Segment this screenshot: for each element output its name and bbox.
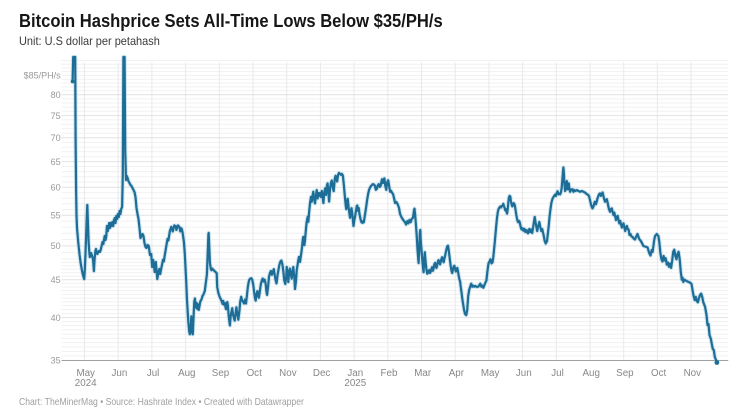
svg-text:65: 65 — [51, 157, 61, 167]
svg-text:Dec: Dec — [313, 368, 331, 379]
svg-text:Sep: Sep — [212, 368, 230, 379]
svg-text:75: 75 — [51, 111, 61, 121]
svg-text:May: May — [481, 368, 500, 379]
svg-text:May: May — [76, 368, 95, 379]
svg-text:40: 40 — [51, 313, 61, 323]
svg-text:Sep: Sep — [616, 368, 634, 379]
svg-text:$85/PH/s: $85/PH/s — [24, 71, 62, 81]
svg-text:35: 35 — [51, 356, 61, 366]
svg-text:Jun: Jun — [516, 368, 532, 379]
svg-text:Aug: Aug — [178, 368, 195, 379]
svg-text:50: 50 — [51, 241, 61, 251]
svg-text:Feb: Feb — [381, 368, 398, 379]
svg-text:60: 60 — [51, 183, 61, 193]
svg-text:Nov: Nov — [684, 368, 702, 379]
svg-text:Nov: Nov — [279, 368, 297, 379]
svg-text:80: 80 — [51, 90, 61, 100]
svg-text:2025: 2025 — [344, 378, 366, 389]
svg-text:Mar: Mar — [414, 368, 432, 379]
svg-text:Oct: Oct — [247, 368, 263, 379]
svg-text:Jul: Jul — [147, 368, 160, 379]
svg-text:Aug: Aug — [582, 368, 599, 379]
svg-text:70: 70 — [51, 133, 61, 143]
svg-text:Jun: Jun — [112, 368, 128, 379]
svg-text:45: 45 — [51, 275, 61, 285]
svg-text:Jul: Jul — [551, 368, 564, 379]
svg-text:2024: 2024 — [75, 378, 97, 389]
svg-text:Jan: Jan — [347, 368, 363, 379]
svg-text:55: 55 — [51, 210, 61, 220]
svg-text:Oct: Oct — [651, 368, 667, 379]
svg-text:Apr: Apr — [449, 368, 465, 379]
